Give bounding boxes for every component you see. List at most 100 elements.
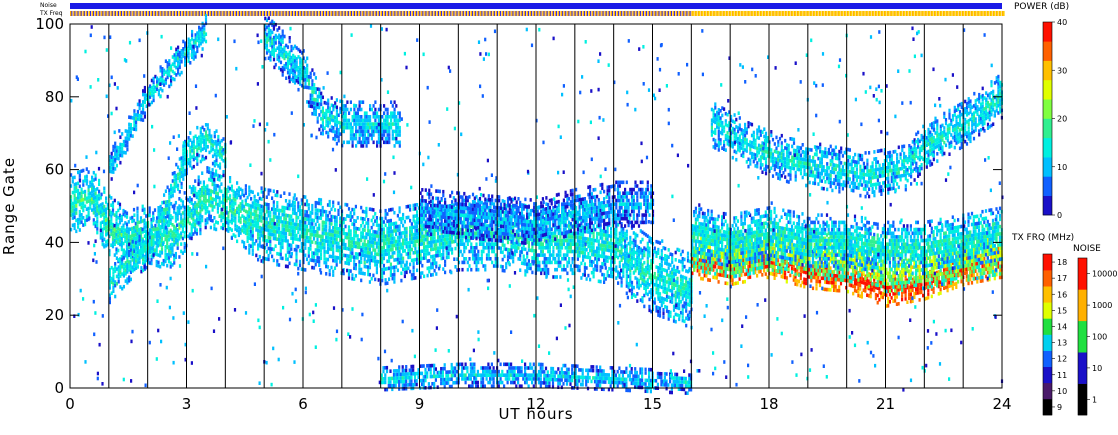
power-cell xyxy=(543,224,546,228)
power-cell xyxy=(372,215,375,219)
power-cell xyxy=(437,189,440,193)
power-cell xyxy=(164,255,167,260)
power-cell xyxy=(477,260,480,265)
power-cell xyxy=(416,221,419,225)
power-cell xyxy=(510,230,513,234)
power-cell xyxy=(461,260,464,265)
power-cell xyxy=(375,270,378,275)
power-cell xyxy=(653,301,656,305)
power-cell xyxy=(180,231,183,235)
power-cell xyxy=(155,245,158,249)
power-cell xyxy=(262,227,265,231)
power-cell xyxy=(527,240,530,245)
power-cell xyxy=(526,226,529,230)
power-cell xyxy=(94,191,97,196)
power-cell xyxy=(662,278,665,283)
power-cell xyxy=(318,197,321,202)
power-cell xyxy=(386,245,389,249)
power-cell xyxy=(419,235,422,239)
power-cell xyxy=(382,249,385,253)
power-cell xyxy=(658,306,662,311)
power-cell xyxy=(349,229,352,233)
power-cell xyxy=(298,248,302,253)
power-cell xyxy=(75,211,78,215)
power-cell xyxy=(239,231,242,235)
power-cell xyxy=(276,226,279,231)
power-cell xyxy=(641,248,644,253)
txfreq-cell-alt xyxy=(953,11,955,16)
power-cell xyxy=(398,253,401,258)
txfreq-cell xyxy=(178,11,182,16)
power-cell xyxy=(96,208,99,213)
power-cell xyxy=(353,240,356,245)
power-cell xyxy=(344,253,347,258)
txfreq-cell-alt xyxy=(301,11,303,16)
txfreq-cell-alt xyxy=(969,11,971,16)
power-cell xyxy=(229,219,232,224)
txfreq-cell xyxy=(545,11,548,16)
power-cell xyxy=(304,217,307,221)
power-cell xyxy=(284,235,288,239)
power-cell xyxy=(314,215,317,220)
power-cell xyxy=(278,223,281,227)
power-cell xyxy=(84,178,87,183)
power-cell xyxy=(611,220,614,224)
power-cell xyxy=(466,231,469,236)
power-cell xyxy=(400,242,403,246)
power-cell xyxy=(199,191,202,196)
power-cell xyxy=(576,264,579,269)
power-cell xyxy=(199,198,202,203)
power-cell xyxy=(681,318,684,323)
power-cell xyxy=(569,231,572,236)
power-cell xyxy=(389,273,392,277)
power-cell xyxy=(412,258,415,262)
power-cell xyxy=(451,240,454,244)
power-cell xyxy=(461,220,464,225)
power-cell xyxy=(395,239,398,244)
power-cell xyxy=(426,222,429,227)
power-cell xyxy=(381,271,384,275)
power-cell xyxy=(688,303,691,307)
power-cell xyxy=(664,254,667,258)
power-cell xyxy=(183,209,186,213)
power-cell xyxy=(596,239,599,243)
power-cell xyxy=(375,245,378,249)
power-cell xyxy=(430,273,433,277)
power-cell xyxy=(311,207,314,212)
txfreq-cell-alt xyxy=(844,11,846,16)
power-cell xyxy=(686,255,690,259)
power-cell xyxy=(281,245,284,250)
power-cell xyxy=(265,202,268,207)
power-cell xyxy=(225,191,228,196)
txfreq-cell xyxy=(542,11,545,16)
power-cell xyxy=(685,298,688,302)
power-cell xyxy=(382,242,385,246)
power-cell xyxy=(368,236,371,241)
txfreq-cell-alt xyxy=(145,11,147,16)
power-cell xyxy=(456,205,459,210)
txfreq-cell xyxy=(181,11,185,16)
power-cell xyxy=(412,207,415,211)
txfreq-cell-alt xyxy=(950,11,952,16)
txfreq-cell xyxy=(417,11,421,16)
power-cell xyxy=(195,202,198,207)
power-cell xyxy=(314,248,317,252)
power-cell xyxy=(444,270,447,275)
power-cell xyxy=(265,195,268,199)
txfreq-cell xyxy=(992,11,996,16)
power-cell xyxy=(604,240,607,245)
power-cell xyxy=(568,238,571,243)
power-cell xyxy=(311,254,314,259)
power-cell xyxy=(667,280,670,285)
power-cell xyxy=(594,257,597,261)
txfreq-cell-alt xyxy=(118,11,119,16)
txfreq-cell-alt xyxy=(639,11,641,16)
txfreq-cell xyxy=(741,11,744,16)
power-cell xyxy=(440,245,443,250)
power-cell xyxy=(515,249,518,254)
power-cell xyxy=(629,275,632,280)
power-cell xyxy=(620,232,623,237)
power-cell xyxy=(664,268,667,273)
power-cell xyxy=(543,235,546,239)
power-cell xyxy=(414,214,417,218)
